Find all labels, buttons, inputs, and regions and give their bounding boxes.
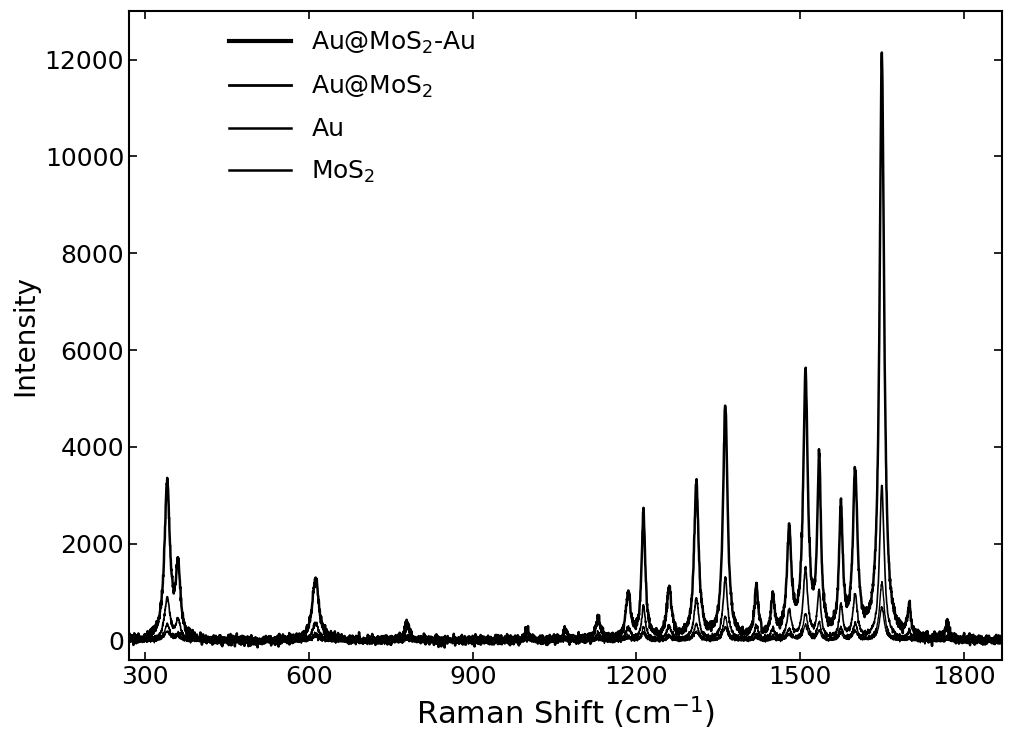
Y-axis label: Intensity: Intensity (11, 275, 40, 396)
Au@MoS$_2$-Au (926, 641, 938, 650)
Line: Au: Au (129, 582, 1002, 643)
Au@MoS$_2$ (875, 481, 887, 490)
X-axis label: Raman Shift (cm$^{-1}$): Raman Shift (cm$^{-1}$) (416, 695, 715, 731)
MoS$_2$ (201, 638, 213, 647)
Line: Au@MoS$_2$: Au@MoS$_2$ (129, 485, 1002, 644)
Au@MoS$_2$-Au (496, 636, 509, 645)
Au@MoS$_2$-Au (969, 632, 982, 641)
MoS$_2$ (123, 636, 135, 645)
Au@MoS$_2$-Au (758, 625, 770, 634)
MoS$_2$ (538, 636, 550, 645)
MoS$_2$ (758, 636, 770, 645)
MoS$_2$ (496, 637, 509, 646)
Au@MoS$_2$-Au (876, 48, 888, 57)
Au (926, 638, 938, 647)
MoS$_2$ (926, 637, 938, 646)
MoS$_2$ (969, 636, 982, 645)
Legend: Au@MoS$_2$-Au, Au@MoS$_2$, Au, MoS$_2$: Au@MoS$_2$-Au, Au@MoS$_2$, Au, MoS$_2$ (229, 30, 476, 186)
Au (123, 634, 135, 643)
Au (496, 635, 509, 644)
Au@MoS$_2$ (926, 632, 938, 641)
Au (538, 636, 550, 645)
Au (876, 577, 888, 586)
MoS$_2$ (996, 636, 1008, 645)
Au@MoS$_2$-Au (538, 636, 550, 645)
Au (757, 635, 769, 644)
Au@MoS$_2$ (969, 636, 982, 645)
Au@MoS$_2$ (758, 633, 770, 642)
Line: MoS$_2$: MoS$_2$ (129, 607, 1002, 643)
Line: Au@MoS$_2$-Au: Au@MoS$_2$-Au (129, 53, 1002, 648)
Au@MoS$_2$ (538, 636, 550, 645)
Au (969, 637, 982, 646)
Au@MoS$_2$ (364, 640, 376, 649)
MoS$_2$ (490, 637, 502, 646)
Au@MoS$_2$-Au (123, 631, 135, 640)
Au (489, 637, 501, 646)
Au@MoS$_2$ (490, 636, 502, 645)
Au@MoS$_2$ (496, 637, 509, 646)
Au@MoS$_2$-Au (996, 637, 1008, 646)
Au@MoS$_2$-Au (439, 643, 451, 652)
Au@MoS$_2$-Au (490, 634, 502, 643)
MoS$_2$ (876, 603, 888, 611)
Au@MoS$_2$ (123, 634, 135, 643)
Au@MoS$_2$ (996, 634, 1008, 643)
Au (996, 637, 1008, 646)
Au (973, 639, 986, 648)
